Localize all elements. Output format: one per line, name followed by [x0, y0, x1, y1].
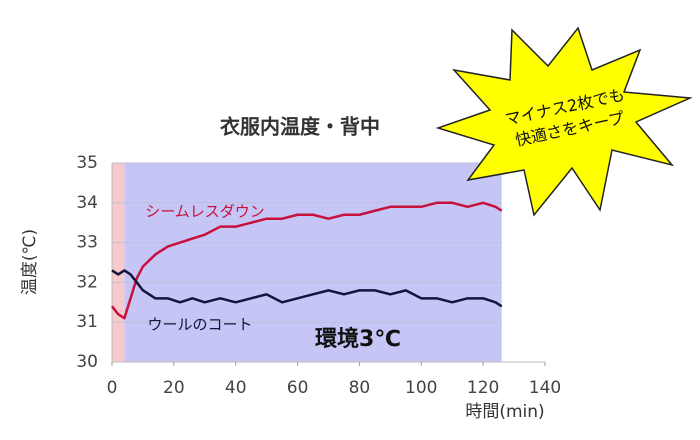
x-tick-label: 60 [287, 378, 309, 398]
callout: マイナス2枚でも 快適さをキープ [435, 26, 693, 217]
y-tick-label: 35 [76, 153, 98, 173]
chart-title: 衣服内温度・背中 [220, 115, 380, 139]
x-tick-label: 100 [405, 378, 437, 398]
x-tick-label: 120 [467, 378, 499, 398]
plot-area: 30 31 32 33 34 35 0 20 40 60 80 100 120 140 シームレスダウンウー… [76, 153, 561, 398]
y-tick-label: 30 [76, 352, 98, 372]
x-tick-label: 80 [349, 378, 371, 398]
callout-star [435, 26, 693, 217]
y-tick-label: 32 [76, 272, 98, 292]
annotation: 環境3℃ [315, 326, 401, 352]
y-tick-label: 33 [76, 233, 98, 253]
y-tick-label: 31 [76, 312, 98, 332]
x-tick-label: 140 [529, 378, 561, 398]
x-tick-label: 20 [163, 378, 185, 398]
series-label: シームレスダウン [145, 203, 265, 221]
series-label: ウールのコート [147, 316, 252, 334]
y-tick-label: 34 [76, 193, 98, 213]
x-tick-label: 0 [107, 378, 118, 398]
shaded-region [124, 163, 502, 362]
series-line [111, 201, 503, 320]
shaded-region [112, 163, 125, 362]
y-axis-label: 温度(℃) [20, 229, 40, 295]
x-axis-label: 時間(min) [465, 402, 544, 422]
x-tick-label: 40 [225, 378, 247, 398]
series-line [111, 269, 503, 308]
